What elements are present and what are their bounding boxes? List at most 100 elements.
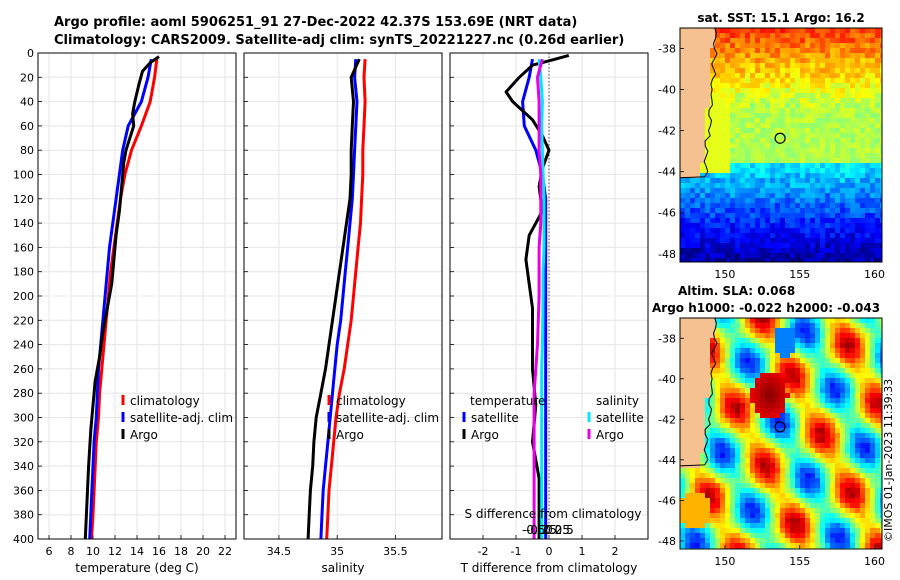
top-tick-label: 0.5 bbox=[555, 523, 574, 537]
series-line-satellite-adj-clim bbox=[319, 59, 359, 539]
map-field bbox=[680, 318, 882, 549]
map-field bbox=[680, 28, 882, 262]
x-tick-label: 20 bbox=[196, 545, 210, 558]
y-tick-label: 120 bbox=[13, 193, 34, 206]
y-tick-label: -44 bbox=[658, 454, 676, 467]
x-tick-label: 6 bbox=[46, 545, 53, 558]
series-line-argo bbox=[83, 55, 160, 539]
y-tick-label: 140 bbox=[13, 217, 34, 230]
y-tick-label: 280 bbox=[13, 387, 34, 400]
coastline bbox=[680, 318, 718, 467]
top-tick-label: -0.5 bbox=[522, 523, 545, 537]
series-line-climatology bbox=[89, 58, 159, 539]
argo-float-marker bbox=[774, 421, 786, 433]
panel-difference: -2 -1 0 1 2 T difference from climatology temp… bbox=[449, 52, 649, 575]
y-tick-label: -42 bbox=[658, 125, 676, 138]
y-tick-label: 320 bbox=[13, 436, 34, 449]
map-title: sat. SST: 15.1 Argo: 16.2 bbox=[697, 11, 864, 25]
y-tick-label: 380 bbox=[13, 509, 34, 522]
map-title: Altim. SLA: 0.068 bbox=[678, 284, 795, 298]
legend-label: Argo bbox=[130, 428, 158, 442]
series-line-climatology bbox=[325, 59, 367, 539]
series-line-argo bbox=[306, 58, 361, 539]
panel-salinity: 34.5 35 35.5 salinity climatology satellite-a… bbox=[243, 52, 443, 575]
map-subtitle: Argo h1000: -0.022 h2000: -0.043 bbox=[652, 301, 880, 315]
y-tick-label: 0 bbox=[27, 47, 34, 60]
map-sst_map: 150 155 160 -38 -40 -42 -44 -46 -48 sat. SST: 15.… bbox=[658, 11, 885, 281]
top-tick-label: 0 bbox=[545, 523, 553, 537]
y-tick-label: -40 bbox=[658, 373, 676, 386]
legend-label: satellite bbox=[596, 411, 644, 425]
map-sla_map: 150 155 160 -38 -40 -42 -44 -46 -48 Altim. SLA: 0… bbox=[652, 284, 885, 568]
x-tick-label: 35.5 bbox=[383, 545, 408, 558]
y-tick-label: 160 bbox=[13, 241, 34, 254]
x-axis-label: salinity bbox=[321, 561, 364, 575]
series-line-s-satellite bbox=[537, 58, 546, 539]
x-axis-label: T difference from climatology bbox=[460, 561, 638, 575]
y-tick-label: 40 bbox=[20, 96, 34, 109]
y-tick-label: 220 bbox=[13, 314, 34, 327]
x-tick-label: 150 bbox=[714, 268, 735, 281]
x-tick-label: -2 bbox=[478, 545, 489, 558]
y-tick-label: 180 bbox=[13, 266, 34, 279]
x-tick-label: 150 bbox=[714, 555, 735, 568]
y-tick-label: 260 bbox=[13, 363, 34, 376]
axes-frame bbox=[449, 52, 649, 540]
legend-label: Argo bbox=[471, 428, 499, 442]
legend-label: climatology bbox=[336, 394, 406, 408]
x-tick-label: 2 bbox=[612, 545, 619, 558]
legend-label: satellite bbox=[471, 411, 519, 425]
y-tick-label: 80 bbox=[20, 144, 34, 157]
y-tick-label: 400 bbox=[13, 533, 34, 546]
series-line-satellite-adj-clim bbox=[88, 58, 153, 539]
x-tick-label: 14 bbox=[130, 545, 144, 558]
axes-frame bbox=[37, 52, 237, 540]
y-tick-label: 340 bbox=[13, 460, 34, 473]
panel-temperature: 6 8 10 12 14 16 18 20 22020406080100120140160180… bbox=[13, 47, 237, 575]
x-tick-label: 35 bbox=[330, 545, 344, 558]
top-tick-label: -0.25 bbox=[526, 523, 557, 537]
legend-title-temperature: temperature bbox=[470, 394, 545, 408]
coastline bbox=[680, 28, 718, 179]
x-tick-label: 0 bbox=[546, 545, 553, 558]
legend-title-salinity: salinity bbox=[596, 394, 639, 408]
y-tick-label: -44 bbox=[658, 166, 676, 179]
x-axis-label: temperature (deg C) bbox=[75, 561, 198, 575]
y-tick-label: 300 bbox=[13, 412, 34, 425]
x-tick-label: 155 bbox=[789, 268, 810, 281]
series-line-t-satellite bbox=[521, 58, 548, 539]
x-tick-label: 160 bbox=[864, 555, 885, 568]
argo-float-marker bbox=[774, 132, 786, 144]
x-tick-label: 8 bbox=[68, 545, 75, 558]
y-tick-label: -42 bbox=[658, 413, 676, 426]
y-tick-label: 240 bbox=[13, 339, 34, 352]
y-tick-label: 360 bbox=[13, 484, 34, 497]
map-frame bbox=[679, 27, 883, 263]
x-tick-label: -1 bbox=[511, 545, 522, 558]
top-tick-label: 0.25 bbox=[543, 523, 570, 537]
legend-label: climatology bbox=[130, 394, 200, 408]
y-tick-label: -38 bbox=[658, 332, 676, 345]
x-tick-label: 1 bbox=[579, 545, 586, 558]
x-tick-label: 12 bbox=[108, 545, 122, 558]
figure-title-line1: Argo profile: aoml 5906251_91 27-Dec-202… bbox=[54, 15, 578, 30]
x-tick-label: 18 bbox=[174, 545, 188, 558]
y-tick-label: -46 bbox=[658, 494, 676, 507]
series-line-s-argo bbox=[532, 58, 544, 539]
y-tick-label: -46 bbox=[658, 207, 676, 220]
axes-frame bbox=[243, 52, 443, 540]
legend-label: satellite-adj. clim bbox=[130, 411, 233, 425]
y-tick-label: 60 bbox=[20, 120, 34, 133]
y-tick-label: -38 bbox=[658, 43, 676, 56]
y-tick-label: 20 bbox=[20, 71, 34, 84]
y-tick-label: -48 bbox=[658, 535, 676, 548]
y-tick-label: 100 bbox=[13, 169, 34, 182]
legend-label: Argo bbox=[596, 428, 624, 442]
figure-title-line2: Climatology: CARS2009. Satellite-adj cli… bbox=[54, 33, 625, 48]
imos-timestamp: ©IMOS 01-Jan-2023 11:39:33 bbox=[882, 378, 895, 542]
x-tick-label: 10 bbox=[86, 545, 100, 558]
x-tick-label: 155 bbox=[789, 555, 810, 568]
x-tick-label: 22 bbox=[218, 545, 232, 558]
legend-label: Argo bbox=[336, 428, 364, 442]
